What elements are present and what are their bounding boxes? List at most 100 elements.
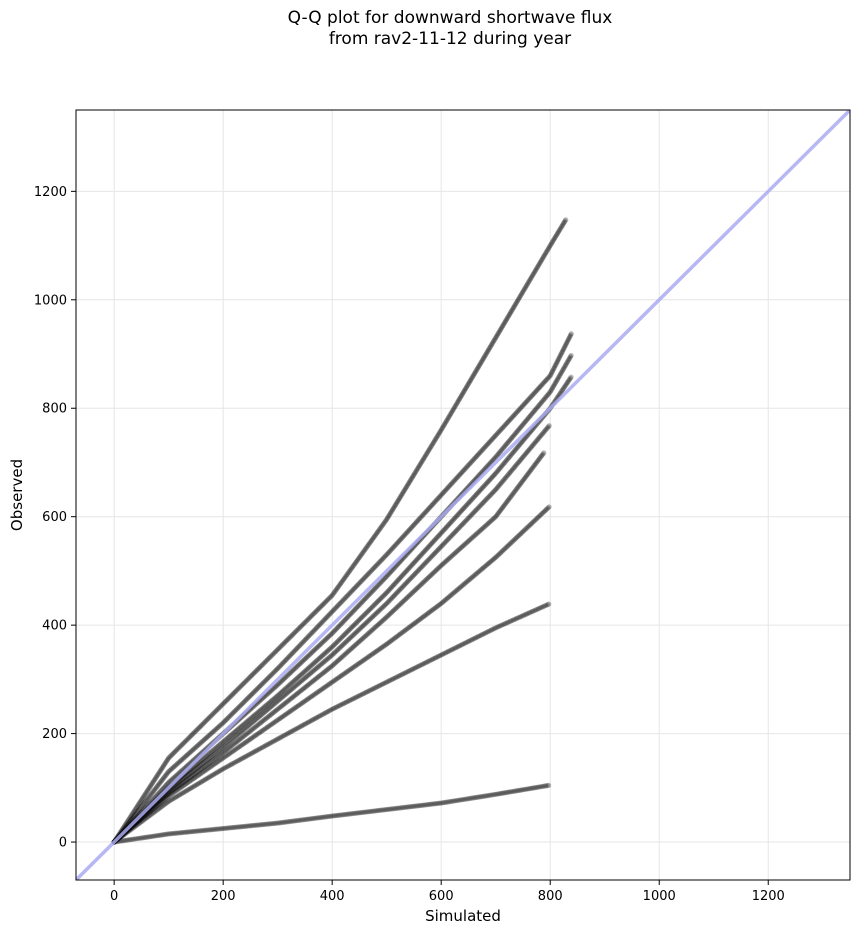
data-point (389, 507, 396, 513)
data-point (284, 673, 290, 679)
data-point (153, 774, 160, 780)
data-point (434, 535, 440, 541)
data-point (379, 523, 385, 529)
data-point (288, 633, 294, 639)
data-point (189, 769, 195, 775)
data-point (561, 345, 567, 351)
data-point (261, 704, 267, 710)
data-point (289, 632, 296, 638)
data-point (270, 670, 276, 676)
data-point (322, 650, 328, 656)
data-point (350, 623, 356, 630)
data-point (451, 478, 457, 484)
data-point (243, 725, 249, 731)
data-point (171, 763, 178, 769)
data-point (378, 579, 384, 585)
data-point (417, 553, 423, 559)
data-point (264, 657, 271, 663)
data-point (130, 810, 136, 816)
data-point (437, 531, 443, 537)
data-point (375, 528, 381, 534)
data-point (484, 480, 490, 486)
chart-title-line-1: Q-Q plot for downward shortwave flux (287, 8, 613, 28)
data-point (314, 625, 320, 631)
data-point (549, 240, 555, 246)
data-point (342, 574, 348, 580)
data-point (349, 633, 355, 639)
data-point (362, 621, 368, 627)
data-point (375, 599, 381, 605)
data-point (344, 593, 350, 600)
data-point (273, 699, 280, 705)
data-point (294, 676, 300, 682)
data-point (546, 504, 552, 510)
data-point (223, 697, 230, 703)
data-point (297, 642, 303, 648)
data-point (331, 590, 337, 596)
data-point (217, 723, 223, 729)
data-point (351, 607, 358, 613)
data-point (300, 676, 306, 683)
data-point (187, 749, 193, 756)
data-point (497, 328, 503, 334)
data-point (314, 658, 320, 664)
data-point (501, 444, 507, 450)
data-point (273, 648, 280, 654)
data-point (386, 512, 392, 518)
data-point (480, 484, 486, 490)
data-point (354, 619, 360, 625)
data-point (276, 645, 282, 652)
data-point (322, 599, 328, 605)
data-point (250, 671, 256, 677)
data-point (290, 649, 296, 655)
data-point (521, 420, 528, 426)
data-point (539, 399, 545, 405)
data-point (511, 448, 517, 454)
data-point (210, 711, 216, 717)
data-point (270, 697, 276, 703)
data-point (484, 348, 491, 355)
data-point (374, 609, 381, 615)
data-point (222, 698, 229, 705)
data-point (516, 442, 522, 448)
data-point (214, 744, 220, 750)
data-point (547, 373, 553, 379)
data-point (317, 662, 323, 668)
data-point (408, 525, 414, 531)
data-point (277, 690, 283, 697)
data-point (255, 709, 261, 715)
data-point (222, 742, 229, 748)
data-point (493, 454, 499, 460)
data-point (231, 735, 237, 741)
data-point (175, 746, 181, 752)
data-point (316, 663, 322, 669)
data-point (464, 464, 470, 470)
data-point (264, 702, 270, 708)
data-point (271, 701, 277, 707)
data-point (551, 365, 557, 372)
data-point (186, 735, 192, 741)
data-point (367, 606, 373, 613)
data-point (266, 705, 272, 711)
data-point (466, 380, 472, 386)
data-point (407, 478, 413, 484)
data-point (272, 668, 279, 674)
data-point (448, 481, 454, 488)
data-point (236, 731, 242, 737)
data-point (525, 280, 531, 286)
data-point (545, 375, 551, 381)
data-point (508, 436, 514, 442)
data-point (163, 772, 169, 778)
data-point (214, 749, 220, 755)
data-point (316, 642, 323, 648)
reference-line (76, 110, 850, 880)
data-point (154, 784, 160, 790)
data-point (520, 288, 526, 294)
data-point (563, 341, 569, 347)
data-point (276, 681, 282, 687)
data-point (268, 672, 274, 678)
data-point (458, 394, 464, 400)
data-point (530, 410, 536, 416)
data-point (458, 470, 465, 476)
data-point (247, 693, 254, 699)
